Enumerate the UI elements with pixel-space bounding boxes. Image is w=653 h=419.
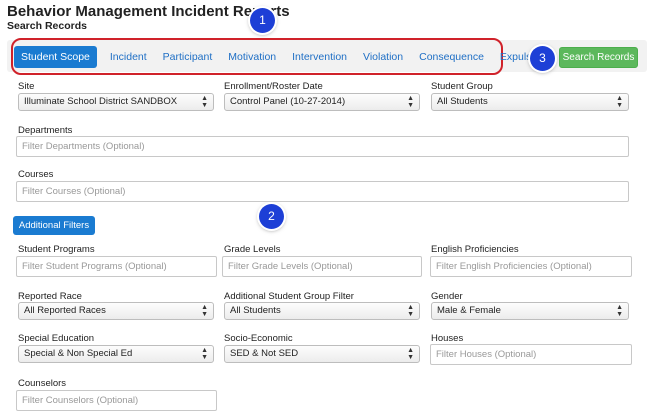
select-arrows-icon: ▲ ▼ [407, 95, 414, 109]
enrollment-select-value: Control Panel (10-27-2014) [230, 96, 346, 107]
select-arrows-icon: ▲ ▼ [616, 95, 623, 109]
site-label: Site [18, 81, 35, 92]
english-proficiencies-input[interactable] [430, 256, 632, 277]
houses-input[interactable] [430, 344, 632, 365]
select-arrows-icon: ▲ ▼ [201, 347, 208, 361]
search-records-button[interactable]: Search Records [559, 47, 638, 68]
houses-label: Houses [431, 333, 464, 344]
departments-label: Departments [18, 125, 73, 136]
grade-levels-label: Grade Levels [224, 244, 281, 255]
counselors-input[interactable] [16, 390, 217, 411]
page-subtitle: Search Records [7, 20, 87, 32]
select-arrows-icon: ▲ ▼ [201, 304, 208, 318]
tab-consequence[interactable]: Consequence [419, 51, 484, 63]
special-education-label: Special Education [18, 333, 95, 344]
tab-participant[interactable]: Participant [162, 51, 213, 63]
reported-race-select-value: All Reported Races [24, 305, 106, 316]
callout-badge-3: 3 [530, 46, 555, 71]
departments-input[interactable] [16, 136, 629, 157]
courses-input[interactable] [16, 181, 629, 202]
gender-label: Gender [431, 291, 463, 302]
callout-badge-2: 2 [259, 204, 284, 229]
tab-student-scope[interactable]: Student Scope [14, 46, 97, 68]
tab-incident[interactable]: Incident [109, 51, 147, 63]
socio-economic-select[interactable]: SED & Not SED ▲ ▼ [224, 345, 420, 363]
student-group-select-value: All Students [437, 96, 488, 107]
site-select-value: Illuminate School District SANDBOX [24, 96, 178, 107]
select-arrows-icon: ▲ ▼ [407, 304, 414, 318]
enrollment-select[interactable]: Control Panel (10-27-2014) ▲ ▼ [224, 93, 420, 111]
additional-filters-button[interactable]: Additional Filters [13, 216, 95, 235]
tab-violation[interactable]: Violation [363, 51, 404, 63]
grade-levels-input[interactable] [222, 256, 422, 277]
special-education-select[interactable]: Special & Non Special Ed ▲ ▼ [18, 345, 214, 363]
reported-race-select[interactable]: All Reported Races ▲ ▼ [18, 302, 214, 320]
tab-intervention[interactable]: Intervention [292, 51, 348, 63]
courses-label: Courses [18, 169, 54, 180]
select-arrows-icon: ▲ ▼ [201, 95, 208, 109]
student-group-select[interactable]: All Students ▲ ▼ [431, 93, 629, 111]
reported-race-label: Reported Race [18, 291, 82, 302]
gender-select[interactable]: Male & Female ▲ ▼ [431, 302, 629, 320]
gender-select-value: Male & Female [437, 305, 501, 316]
student-programs-input[interactable] [16, 256, 217, 277]
english-proficiencies-label: English Proficiencies [431, 244, 519, 255]
callout-badge-1: 1 [250, 8, 275, 33]
site-select[interactable]: Illuminate School District SANDBOX ▲ ▼ [18, 93, 214, 111]
student-programs-label: Student Programs [18, 244, 95, 255]
socio-economic-label: Socio-Economic [224, 333, 293, 344]
special-education-select-value: Special & Non Special Ed [24, 348, 133, 359]
student-group-label: Student Group [431, 81, 493, 92]
tab-bar: Student Scope Incident Participant Motiv… [14, 46, 554, 68]
additional-group-select-value: All Students [230, 305, 281, 316]
enrollment-label: Enrollment/Roster Date [224, 81, 323, 92]
socio-economic-select-value: SED & Not SED [230, 348, 299, 359]
additional-group-label: Additional Student Group Filter [224, 291, 354, 302]
page-title: Behavior Management Incident Reports [7, 3, 290, 20]
select-arrows-icon: ▲ ▼ [616, 304, 623, 318]
counselors-label: Counselors [18, 378, 67, 389]
select-arrows-icon: ▲ ▼ [407, 347, 414, 361]
tab-motivation[interactable]: Motivation [228, 51, 277, 63]
tabs-highlight-outline [11, 38, 503, 75]
additional-group-select[interactable]: All Students ▲ ▼ [224, 302, 420, 320]
